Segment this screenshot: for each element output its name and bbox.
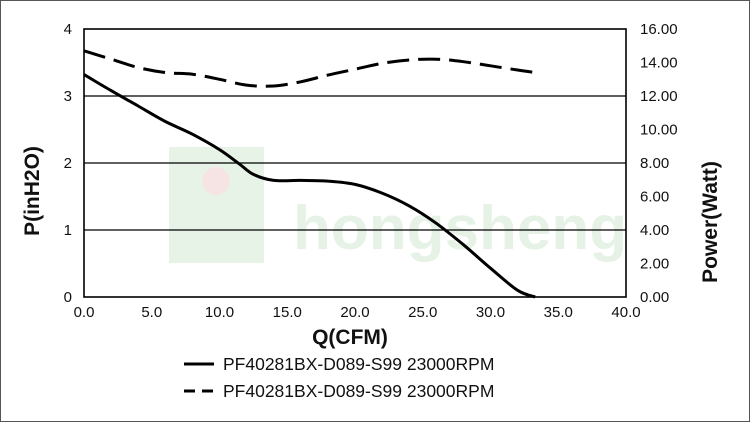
y-tick-label-4: 4 [64, 21, 72, 38]
y-tick-label-1: 1 [64, 222, 72, 239]
y2-tick-label-4: 8.00 [640, 155, 669, 172]
y-tick-label-0: 0 [64, 289, 72, 306]
y2-tick-label-5: 10.00 [640, 122, 678, 139]
y2-tick-label-1: 2.00 [640, 256, 669, 273]
x-tick-label-1: 5.0 [141, 304, 162, 321]
x-axis-title: Q(CFM) [312, 326, 388, 349]
x-tick-label-0: 0.0 [74, 304, 95, 321]
legend-label-1: PF40281BX-D089-S99 23000RPM [223, 381, 494, 401]
series-lines [83, 49, 536, 299]
y-tick-label-2: 2 [64, 155, 72, 172]
power-curve-line [83, 49, 536, 88]
y-axis-title: P(inH2O) [21, 146, 44, 236]
watermark-mark [169, 147, 264, 263]
x-tick-label-3: 15.0 [273, 304, 302, 321]
legend: PF40281BX-D089-S99 23000RPM PF40281BX-D08… [184, 354, 494, 401]
watermark-text: hongsheng [293, 194, 627, 263]
y-axis-ticks: 0 1 2 3 4 [64, 21, 72, 306]
plot-area [83, 28, 627, 298]
y2-tick-label-3: 6.00 [640, 189, 669, 206]
legend-label-0: PF40281BX-D089-S99 23000RPM [223, 354, 494, 374]
y2-tick-label-8: 16.00 [640, 21, 678, 38]
x-axis-ticks: 0.0 5.0 10.0 15.0 20.0 25.0 30.0 35.0 40.0 [74, 304, 641, 321]
y2-axis-title: Power(Watt) [699, 161, 722, 283]
y2-tick-label-7: 14.00 [640, 55, 678, 72]
y2-tick-label-2: 4.00 [640, 222, 669, 239]
y-tick-label-3: 3 [64, 88, 72, 105]
gridlines [84, 95, 626, 231]
y2-axis-ticks: 0.00 2.00 4.00 6.00 8.00 10.00 12.00 14.00 16.00 [640, 21, 678, 306]
pressure-curve-line [83, 73, 536, 299]
x-tick-label-4: 20.0 [340, 304, 369, 321]
x-tick-label-2: 10.0 [205, 304, 234, 321]
y2-tick-label-0: 0.00 [640, 289, 669, 306]
y2-tick-label-6: 12.00 [640, 88, 678, 105]
x-tick-label-7: 35.0 [544, 304, 573, 321]
x-tick-label-8: 40.0 [611, 304, 640, 321]
watermark-dot [202, 167, 230, 195]
x-tick-label-6: 30.0 [476, 304, 505, 321]
x-tick-label-5: 25.0 [408, 304, 437, 321]
watermark-logo: hongsheng [169, 147, 627, 263]
